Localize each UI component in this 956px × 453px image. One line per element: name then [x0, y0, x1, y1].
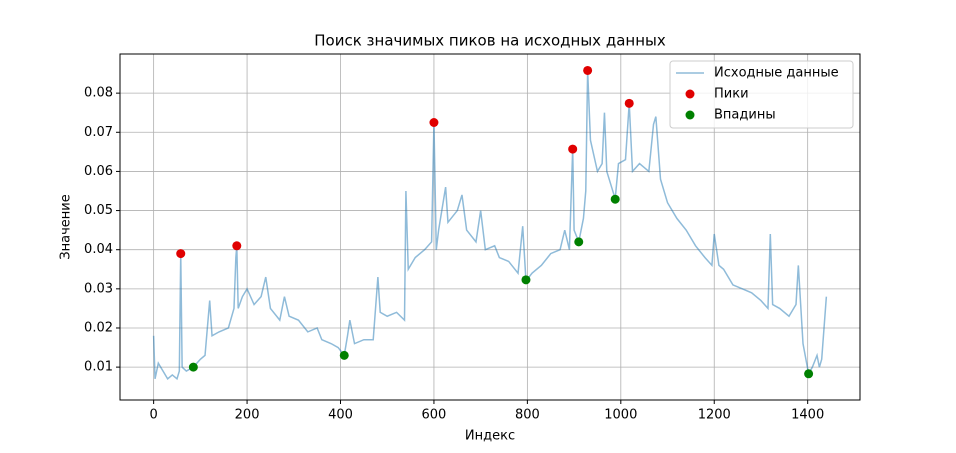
scatter-point: [339, 350, 349, 360]
legend-label: Пики: [714, 87, 749, 102]
y-tick-label: 0.01: [84, 360, 113, 375]
legend-marker: [685, 110, 695, 120]
scatter-point: [176, 249, 186, 259]
y-tick-label: 0.03: [84, 281, 113, 296]
scatter-point: [521, 275, 531, 285]
scatter-point: [574, 237, 584, 247]
scatter-point: [610, 194, 620, 204]
y-tick-label: 0.04: [84, 242, 113, 257]
x-tick-label: 400: [328, 408, 353, 423]
x-tick-label: 200: [235, 408, 260, 423]
scatter-point: [568, 144, 578, 154]
legend-box: [669, 60, 854, 129]
x-tick-label: 1200: [698, 408, 731, 423]
x-tick-label: 600: [422, 408, 447, 423]
x-tick-label: 0: [149, 408, 157, 423]
y-tick-label: 0.06: [84, 164, 113, 179]
legend-label: Впадины: [714, 108, 776, 123]
x-tick-label: 1400: [791, 408, 824, 423]
scatter-point: [804, 369, 814, 379]
legend-label: Исходные данные: [714, 66, 839, 81]
x-tick-label: 1000: [604, 408, 637, 423]
chart-title: Поиск значимых пиков на исходных данных: [314, 32, 666, 50]
y-tick-label: 0.07: [84, 125, 113, 140]
y-axis-label: Значение: [59, 194, 74, 259]
scatter-point: [583, 65, 593, 75]
data-line: [152, 70, 828, 381]
x-tick-label: 800: [515, 408, 540, 423]
legend-marker: [685, 89, 695, 99]
scatter-point: [232, 241, 242, 251]
scatter-point: [188, 362, 198, 372]
scatter-point: [429, 117, 439, 127]
plot-frame: [119, 53, 861, 401]
x-axis-label: Индекс: [465, 429, 515, 444]
y-tick-label: 0.08: [84, 86, 113, 101]
y-tick-label: 0.05: [84, 203, 113, 218]
y-tick-label: 0.02: [84, 320, 113, 335]
scatter-point: [624, 98, 634, 108]
